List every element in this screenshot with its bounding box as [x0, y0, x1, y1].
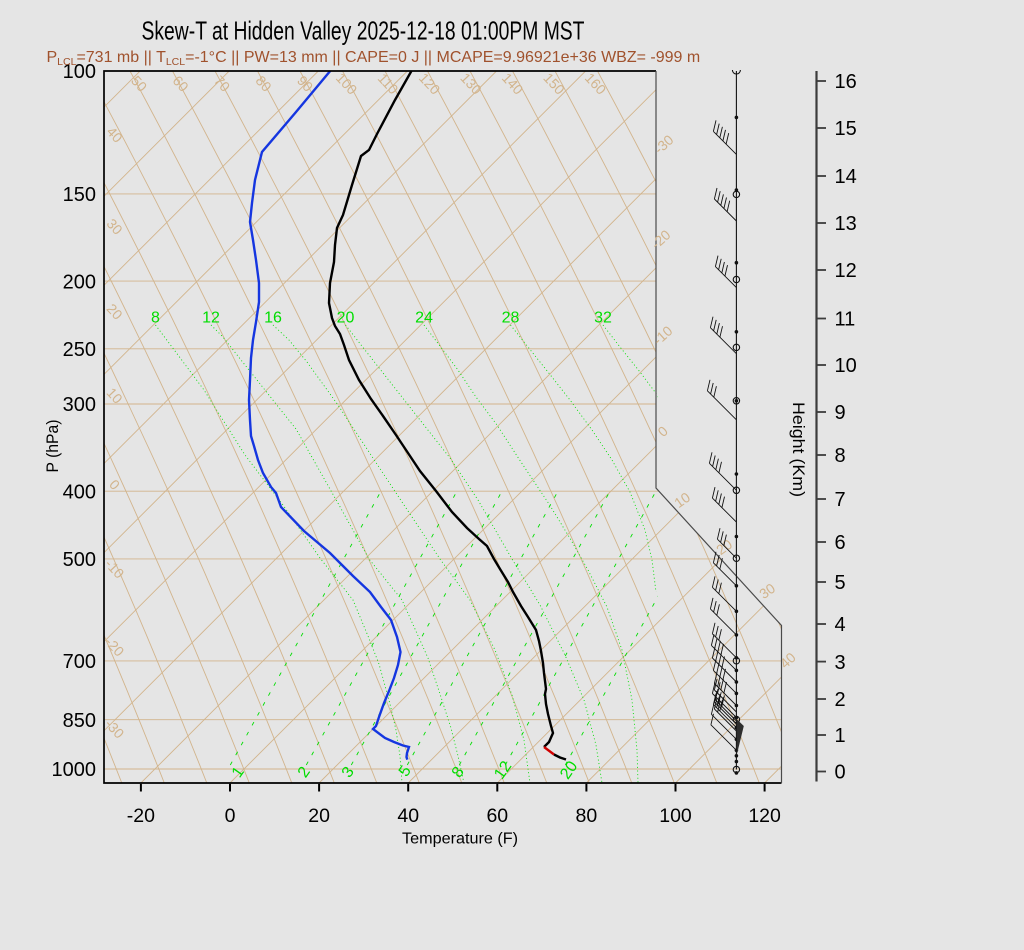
- svg-text:20: 20: [337, 310, 355, 327]
- svg-text:100: 100: [659, 805, 692, 827]
- svg-text:120: 120: [748, 805, 781, 827]
- svg-text:32: 32: [594, 310, 612, 327]
- svg-text:1000: 1000: [52, 759, 97, 781]
- svg-text:Skew-T at Hidden Valley 2025-1: Skew-T at Hidden Valley 2025-12-18 01:00…: [142, 15, 585, 45]
- svg-text:9: 9: [835, 402, 846, 424]
- svg-text:15: 15: [835, 118, 857, 140]
- svg-text:4: 4: [835, 614, 846, 636]
- svg-text:12: 12: [835, 260, 857, 282]
- svg-text:P (hPa): P (hPa): [43, 420, 62, 473]
- svg-text:0: 0: [835, 762, 846, 784]
- svg-text:150: 150: [63, 184, 96, 206]
- svg-text:5: 5: [835, 572, 846, 594]
- svg-text:-20: -20: [127, 805, 155, 827]
- svg-text:400: 400: [63, 481, 96, 503]
- svg-text:Temperature (F): Temperature (F): [402, 831, 518, 848]
- svg-text:16: 16: [835, 71, 857, 93]
- svg-text:8: 8: [835, 445, 846, 467]
- svg-text:850: 850: [63, 710, 96, 732]
- svg-text:6: 6: [835, 532, 846, 554]
- svg-text:500: 500: [63, 549, 96, 571]
- svg-text:200: 200: [63, 271, 96, 293]
- svg-text:14: 14: [835, 166, 857, 188]
- svg-text:24: 24: [415, 310, 433, 327]
- svg-text:PLCL=731 mb || TLCL=-1°C || PW: PLCL=731 mb || TLCL=-1°C || PW=13 mm || …: [47, 49, 701, 68]
- svg-text:100: 100: [63, 61, 96, 83]
- svg-text:Height (Km): Height (Km): [789, 402, 808, 497]
- svg-text:20: 20: [308, 805, 330, 827]
- svg-text:10: 10: [835, 355, 857, 377]
- svg-text:80: 80: [576, 805, 598, 827]
- svg-text:16: 16: [264, 310, 282, 327]
- svg-text:2: 2: [835, 689, 846, 711]
- svg-text:250: 250: [63, 339, 96, 361]
- svg-text:700: 700: [63, 651, 96, 673]
- svg-text:0: 0: [225, 805, 236, 827]
- svg-text:7: 7: [835, 489, 846, 511]
- svg-text:60: 60: [486, 805, 508, 827]
- svg-text:300: 300: [63, 394, 96, 416]
- svg-text:40: 40: [397, 805, 419, 827]
- svg-text:1: 1: [835, 725, 846, 747]
- svg-text:3: 3: [835, 652, 846, 674]
- svg-text:8: 8: [151, 310, 160, 327]
- svg-text:28: 28: [502, 310, 520, 327]
- svg-text:11: 11: [835, 309, 856, 331]
- svg-text:12: 12: [202, 310, 220, 327]
- svg-text:13: 13: [835, 213, 857, 235]
